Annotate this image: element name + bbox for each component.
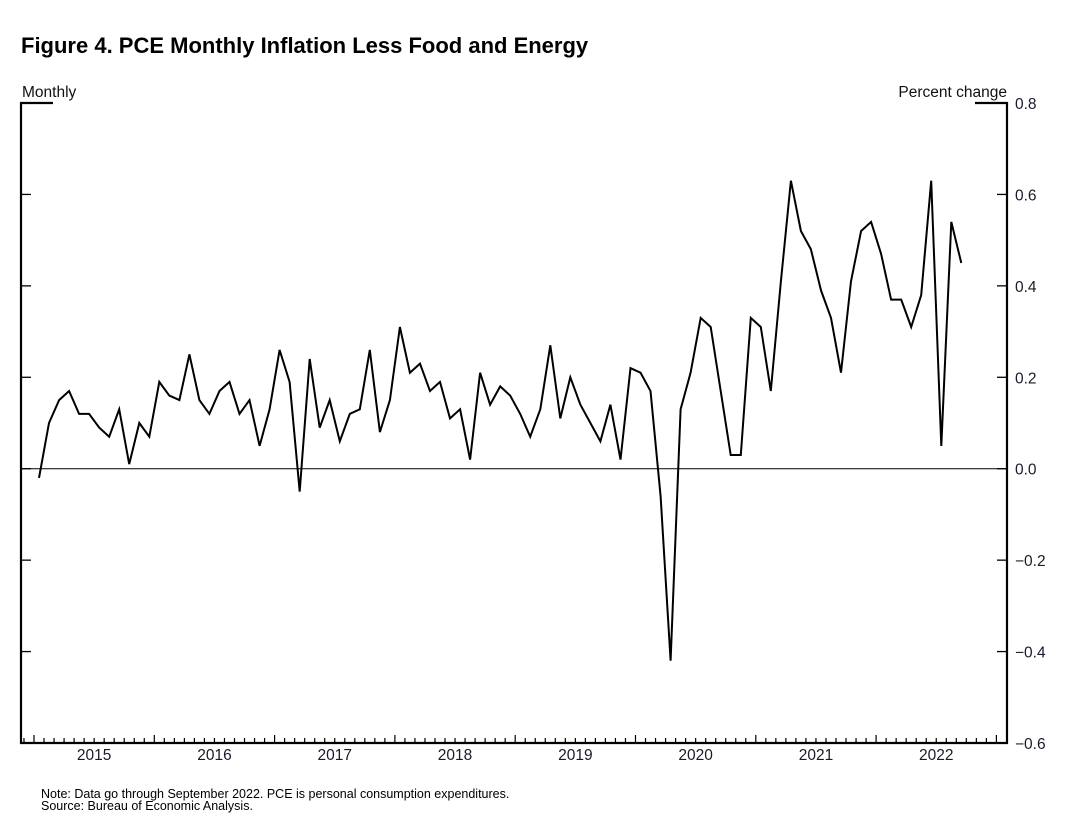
- y-tick-label: −0.6: [1015, 736, 1046, 753]
- y-axis-ticks: 0.8 0.6 0.4 0.2 0.0 −0.2 −0.4 −0.6: [21, 96, 1046, 753]
- y-tick-label: 0.6: [1015, 187, 1037, 204]
- y-tick-label: −0.2: [1015, 553, 1046, 570]
- source-text: Source: Bureau of Economic Analysis.: [41, 799, 253, 813]
- axis-frame: [19, 101, 1009, 745]
- y-tick-label: 0.0: [1015, 462, 1037, 479]
- x-tick-label: 2015: [77, 747, 111, 764]
- note-text: Note: Data go through September 2022. PC…: [41, 787, 510, 801]
- x-tick-label: 2019: [558, 747, 592, 764]
- x-tick-label: 2020: [678, 747, 713, 764]
- y-tick-label: −0.4: [1015, 645, 1046, 662]
- left-unit-label: Monthly: [22, 84, 77, 101]
- x-tick-label: 2021: [799, 747, 833, 764]
- y-tick-label: 0.2: [1015, 370, 1037, 387]
- x-tick-label: 2022: [919, 747, 953, 764]
- x-axis-ticks: 2015 2016 2017 2018 2019 2020 2021 2022: [23, 735, 998, 764]
- footnotes: Note: Data go through September 2022. PC…: [41, 787, 510, 813]
- right-unit-label: Percent change: [898, 84, 1007, 101]
- y-tick-label: 0.8: [1015, 96, 1037, 113]
- x-tick-label: 2018: [438, 747, 472, 764]
- x-tick-label: 2017: [318, 747, 352, 764]
- series-line: [38, 180, 963, 661]
- chart-title: Figure 4. PCE Monthly Inflation Less Foo…: [21, 33, 589, 58]
- x-tick-label: 2016: [197, 747, 231, 764]
- y-tick-label: 0.4: [1015, 279, 1037, 296]
- plot-frame: [19, 101, 1009, 745]
